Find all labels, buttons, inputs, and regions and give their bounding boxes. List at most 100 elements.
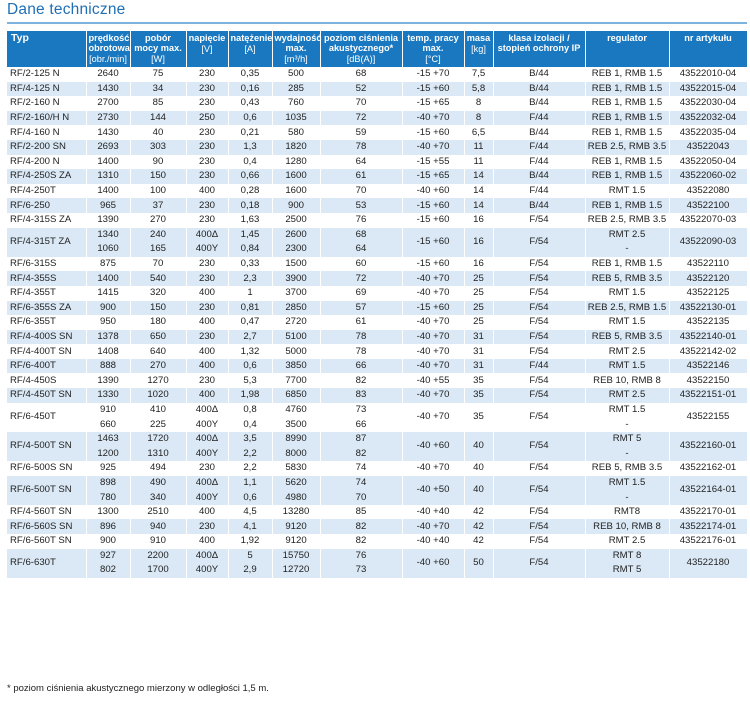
table-row: RF/4-400T SN 1408 640 400 1,32 5000 78 -40 +70 3…: [7, 344, 748, 359]
column-header-label: klasa izolacji / stopień ochrony IP: [497, 33, 581, 53]
table-row: RF/6-355T 950 180 400 0,47 2720 61 -40 +70 25 F/5…: [7, 315, 748, 330]
power-cell: 940: [130, 519, 187, 534]
temperature-cell: -40 +70: [402, 271, 465, 286]
noise-cell: 52: [320, 81, 403, 97]
regulator-cell: REB 1, RMB 1.5: [585, 67, 670, 82]
table-row: RF/4-400S SN 1378 650 230 2,7 5100 78 -40 +70 31…: [7, 329, 748, 345]
noise-cell: 64: [320, 154, 403, 170]
speed-cell: 900: [86, 300, 131, 316]
noise-cell: 57: [320, 300, 403, 316]
noise-cell: 78: [320, 329, 403, 345]
table-row: RF/4-315S ZA 1390 270 230 1,63 2500 76 -15 +60 1…: [7, 212, 748, 228]
noise-cell: 69: [320, 285, 403, 301]
airflow-cell: 5620: [272, 475, 321, 491]
power-cell: 1270: [130, 373, 187, 389]
article-number-cell: 43522035-04: [669, 125, 748, 140]
article-number-cell: 43522060-02: [669, 169, 748, 184]
temperature-cell: -15 +60: [402, 212, 465, 228]
temperature-cell: -40 +60: [402, 548, 465, 578]
noise-cell: 74: [320, 475, 403, 491]
type-cell: RF/4-160 N: [7, 125, 87, 140]
speed-cell: 875: [86, 256, 131, 272]
article-number-cell: 43522180: [669, 548, 748, 578]
column-header: wydajność max. [m³/h]: [272, 31, 321, 67]
noise-cell: 73: [320, 402, 403, 418]
current-cell: 0,21: [228, 125, 273, 140]
speed-cell: 1390: [86, 373, 131, 389]
title-rule: [7, 22, 747, 24]
insulation-ip-cell: F/54: [493, 256, 586, 272]
regulator-cell: RMT 2.5: [585, 344, 670, 359]
power-cell: 180: [130, 315, 187, 330]
type-cell: RF/4-450T SN: [7, 388, 87, 403]
column-header-unit: [kg]: [471, 44, 486, 54]
column-header-label: poziom ciśnienia akustycznego*: [323, 33, 399, 53]
column-header-unit: [A]: [244, 44, 256, 54]
power-cell: 75: [130, 67, 187, 82]
voltage-cell: 400Y: [186, 563, 229, 578]
current-cell: 1: [228, 285, 273, 301]
voltage-cell: 400: [186, 285, 229, 301]
footnote: * poziom ciśnienia akustycznego mierzony…: [7, 683, 269, 694]
power-cell: 2200: [130, 548, 187, 564]
noise-cell: 76: [320, 548, 403, 564]
regulator-cell: REB 1, RMB 1.5: [585, 110, 670, 126]
insulation-ip-cell: F/44: [493, 154, 586, 170]
mass-cell: 6,5: [464, 125, 494, 140]
mass-cell: 25: [464, 315, 494, 330]
temperature-cell: -40 +70: [402, 519, 465, 534]
regulator-cell: REB 5, RMB 3.5: [585, 461, 670, 476]
temperature-cell: -15 +60: [402, 256, 465, 272]
airflow-cell: 2600: [272, 227, 321, 243]
insulation-ip-cell: F/54: [493, 504, 586, 520]
article-number-cell: 43522135: [669, 315, 748, 330]
article-number-cell: 43522090-03: [669, 227, 748, 257]
speed-cell: 660: [86, 417, 131, 432]
article-number-cell: 43522100: [669, 198, 748, 213]
mass-cell: 25: [464, 285, 494, 301]
type-cell: RF/6-500T SN: [7, 475, 87, 505]
power-cell: 70: [130, 256, 187, 272]
noise-cell: 70: [320, 183, 403, 199]
type-cell: RF/6-560S SN: [7, 519, 87, 534]
table-row: RF/4-450T SN 1330 1020 400 1,98 6850 83 -40 +70…: [7, 388, 748, 403]
table-row: RF/4-450S 1390 1270 230 5,3 7700 82 -40 +55 35 F/…: [7, 373, 748, 389]
table-row: RF/4-250S ZA 1310 150 230 0,66 1600 61 -15 +65 1…: [7, 169, 748, 184]
regulator-cell: RMT 2.5: [585, 388, 670, 403]
noise-cell: 78: [320, 139, 403, 155]
type-cell: RF/6-630T: [7, 548, 87, 578]
table-row: RF/6-500T SN 898 490 400Δ 1,1 5620 74 -40 +50 40…: [7, 475, 748, 505]
type-cell: RF/2-200 SN: [7, 139, 87, 155]
noise-cell: 73: [320, 563, 403, 578]
temperature-cell: -40 +70: [402, 329, 465, 345]
table-row: 802 1700 400Y 2,9 12720 73 RMT 5: [7, 563, 747, 578]
speed-cell: 1200: [86, 446, 131, 462]
current-cell: 1,32: [228, 344, 273, 359]
regulator-cell: RMT 5: [585, 563, 670, 578]
airflow-cell: 2720: [272, 315, 321, 330]
current-cell: 0,16: [228, 81, 273, 97]
regulator-cell: RMT 1.5: [585, 475, 670, 491]
power-cell: 1020: [130, 388, 187, 403]
table-row: RF/6-315S 875 70 230 0,33 1500 60 -15 +60 16 F/54…: [7, 256, 748, 272]
speed-cell: 1408: [86, 344, 131, 359]
voltage-cell: 400Y: [186, 417, 229, 432]
noise-cell: 82: [320, 446, 403, 462]
type-cell: RF/4-200 N: [7, 154, 87, 170]
current-cell: 0,6: [228, 490, 273, 505]
mass-cell: 5,8: [464, 81, 494, 97]
type-cell: RF/2-160 N: [7, 96, 87, 111]
noise-cell: 53: [320, 198, 403, 213]
type-cell: RF/6-400T: [7, 358, 87, 374]
voltage-cell: 400: [186, 315, 229, 330]
article-number-cell: 43522043: [669, 139, 748, 155]
noise-cell: 68: [320, 67, 403, 82]
voltage-cell: 400: [186, 534, 229, 549]
airflow-cell: 6850: [272, 388, 321, 403]
noise-cell: 74: [320, 461, 403, 476]
power-cell: 910: [130, 534, 187, 549]
voltage-cell: 400Δ: [186, 475, 229, 491]
mass-cell: 31: [464, 358, 494, 374]
airflow-cell: 9120: [272, 534, 321, 549]
speed-cell: 910: [86, 402, 131, 418]
